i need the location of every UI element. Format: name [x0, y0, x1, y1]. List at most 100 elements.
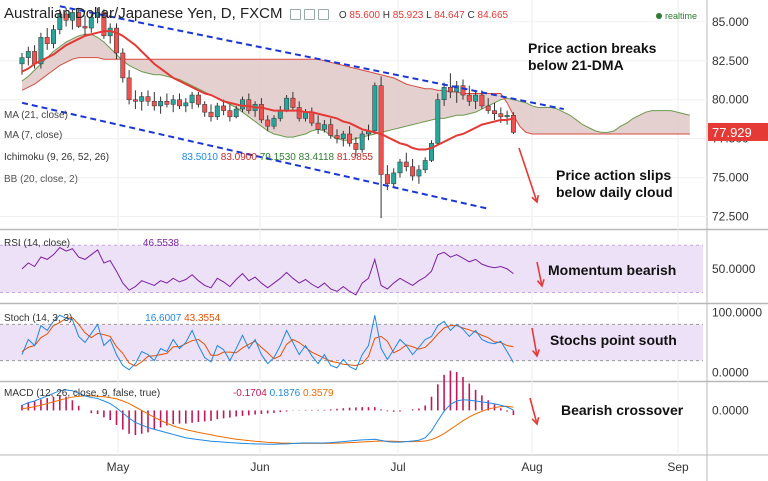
- settings-icon[interactable]: [303, 8, 315, 20]
- legend-sma7[interactable]: MA (7, close): [4, 130, 62, 141]
- rsi-y-tick: 50.0000: [712, 262, 756, 276]
- candle-body: [227, 110, 233, 118]
- macd-line: [21, 389, 514, 445]
- y-tick-label: 80.000: [712, 93, 749, 107]
- arrow-macd-icon-head: [531, 417, 540, 426]
- candle-body: [258, 104, 264, 121]
- candle-body: [315, 122, 321, 130]
- legend-ichimoku[interactable]: Ichimoku (9, 26, 52, 26) 83.5010 83.0900…: [4, 152, 373, 163]
- candle-body: [485, 105, 491, 111]
- stoch-d-line: [21, 317, 514, 367]
- annotation-momentum: Momentum bearish: [548, 262, 677, 278]
- ohlc-high-value: 85.923: [392, 10, 424, 21]
- candle-body: [498, 113, 504, 118]
- candle-body: [139, 96, 145, 102]
- ohlc-readout: O 85.600 H 85.923 L 84.647 C 84.665: [339, 10, 508, 21]
- candle-body: [82, 26, 88, 29]
- arrow-price-icon-head: [531, 194, 540, 204]
- candle-body: [208, 111, 214, 118]
- x-tick-label: Sep: [667, 460, 689, 474]
- candle-body: [347, 133, 353, 144]
- x-tick-label: Jun: [250, 460, 269, 474]
- candle-body: [88, 16, 94, 29]
- candle-body: [454, 85, 460, 93]
- chart-title-row: Australian Dollar/Japanese Yen, D, FXCM …: [4, 5, 508, 22]
- close-icon[interactable]: [317, 8, 329, 20]
- x-tick-label: Aug: [521, 460, 542, 474]
- x-tick-label: Jul: [390, 460, 405, 474]
- candle-body: [284, 97, 290, 111]
- macd-line-value: 0.1876: [269, 388, 301, 399]
- candle-body: [479, 94, 485, 107]
- legend-stoch-label: Stoch (14, 3, 3): [4, 313, 73, 324]
- candle-body: [76, 12, 82, 27]
- candle-body: [164, 101, 170, 105]
- legend-stoch[interactable]: Stoch (14, 3, 3) 16.6007 43.3554: [4, 313, 220, 324]
- arrow-price-icon: [518, 147, 538, 203]
- ohlc-low-label: L: [426, 10, 432, 21]
- macd-y-tick: 0.0000: [712, 403, 749, 417]
- ohlc-close-value: 84.665: [477, 10, 509, 21]
- candle-body: [492, 110, 497, 114]
- candle-body: [510, 115, 516, 133]
- candle-body: [410, 166, 416, 177]
- arrow-rsi-icon: [536, 261, 543, 287]
- legend-rsi-label: RSI (14, close): [4, 238, 71, 249]
- candle-body: [397, 161, 403, 174]
- legend-rsi[interactable]: RSI (14, close) 46.5538: [4, 238, 179, 249]
- candle-body: [460, 85, 466, 96]
- ichimoku-chikou-value: 79.1530: [259, 152, 296, 163]
- stoch-band: [0, 324, 703, 361]
- ohlc-open-value: 85.600: [349, 10, 380, 21]
- chart-title: Australian Dollar/Japanese Yen, D, FXCM: [4, 5, 283, 22]
- candle-body: [265, 119, 271, 127]
- ohlc-open-label: O: [338, 10, 347, 21]
- x-tick-label: May: [107, 460, 130, 474]
- candle-body: [391, 172, 397, 185]
- stoch-y-tick: 0.0000: [712, 366, 749, 380]
- stoch-d-value: 43.3554: [184, 313, 221, 324]
- candle-body: [321, 124, 327, 130]
- ichimoku-kijun-value: 83.0900: [220, 152, 257, 163]
- legend-sma21-label: MA (21, close): [4, 110, 68, 121]
- channel-upper-line: [59, 5, 564, 111]
- y-tick-label: 85.000: [712, 15, 749, 29]
- candle-body: [221, 105, 227, 111]
- legend-bb[interactable]: BB (20, close, 2): [4, 174, 78, 185]
- macd-signal-line: [21, 395, 514, 444]
- ohlc-high-label: H: [382, 10, 390, 21]
- candle-body: [353, 143, 359, 150]
- annotation-macd-crossover: Bearish crossover: [561, 402, 684, 418]
- legend-bb-label: BB (20, close, 2): [4, 174, 78, 185]
- candle-body: [126, 77, 132, 100]
- candle-body: [403, 161, 409, 167]
- legend-macd-label: MACD (12, 26, close, 9, false, true): [4, 388, 161, 399]
- candle-body: [69, 12, 75, 21]
- y-tick-label: 82.500: [712, 54, 749, 68]
- candle-body: [504, 115, 510, 118]
- candle-body: [359, 133, 365, 150]
- arrow-stoch-icon: [531, 327, 538, 357]
- arrow-macd-icon: [529, 397, 538, 425]
- candle-body: [145, 96, 151, 102]
- candle-body: [240, 99, 245, 110]
- ichimoku-tenkan-value: 83.5010: [181, 152, 218, 163]
- candle-body: [114, 27, 119, 54]
- legend-macd[interactable]: MACD (12, 26, close, 9, false, true) -0.…: [4, 388, 334, 399]
- candle-body: [473, 94, 479, 102]
- realtime-label: realtime: [665, 11, 698, 21]
- candle-body: [177, 99, 182, 107]
- last-price-label: 77.929: [712, 125, 752, 140]
- candle-body: [214, 105, 220, 118]
- macd-signal-value: 0.3579: [303, 388, 334, 399]
- candle-body: [340, 133, 346, 139]
- ichimoku-spana-value: 83.4118: [298, 152, 335, 163]
- legend-sma21[interactable]: MA (21, close): [4, 110, 68, 121]
- candle-body: [44, 37, 50, 44]
- ohlc-close-label: C: [467, 10, 475, 21]
- realtime-status: realtime: [656, 11, 697, 21]
- candle-body: [447, 86, 453, 93]
- candle-body: [63, 13, 69, 21]
- status-dot-icon: [656, 13, 662, 19]
- eye-icon[interactable]: [289, 8, 301, 20]
